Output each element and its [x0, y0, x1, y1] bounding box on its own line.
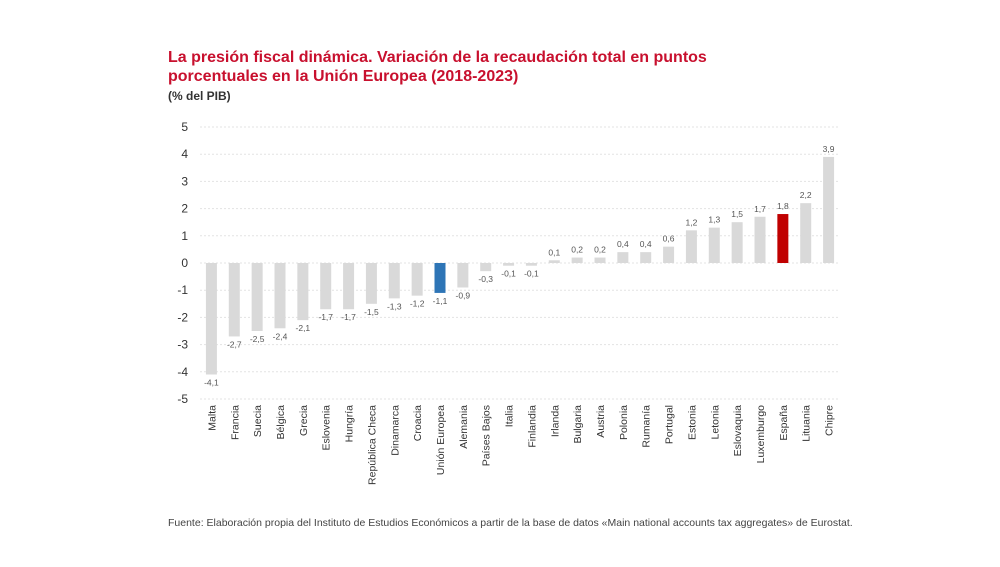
- bar: [685, 230, 697, 263]
- data-label: -1,2: [410, 299, 425, 309]
- bar: [251, 263, 263, 331]
- category-label: Rumanía: [641, 405, 653, 448]
- category-label: Letonia: [709, 405, 721, 440]
- bar: [434, 263, 446, 293]
- bar: [617, 252, 629, 263]
- category-label: Austria: [595, 405, 607, 438]
- data-label: -4,1: [204, 378, 219, 388]
- category-label: Alemania: [458, 405, 470, 449]
- bar: [297, 263, 309, 321]
- data-label: 0,4: [617, 239, 629, 249]
- category-label: Portugal: [664, 405, 676, 444]
- bar: [457, 263, 469, 288]
- category-label: Eslovenia: [321, 405, 333, 451]
- bar: [640, 252, 652, 263]
- category-label: España: [778, 405, 790, 441]
- bar: [800, 203, 812, 263]
- bar: [388, 263, 400, 299]
- data-label: 1,3: [708, 215, 720, 225]
- bar: [777, 214, 789, 263]
- bar: [823, 156, 835, 263]
- category-label: Eslovaquia: [732, 405, 744, 457]
- bar: [365, 263, 377, 304]
- source-note: Fuente: Elaboración propia del Instituto…: [168, 517, 853, 529]
- data-label: -0,3: [478, 274, 493, 284]
- category-label: Bélgica: [275, 405, 287, 440]
- bar: [731, 222, 743, 263]
- data-label: -2,5: [250, 334, 265, 344]
- category-label: Bulgaria: [572, 405, 584, 444]
- category-label: Croacia: [412, 405, 424, 441]
- bar: [571, 257, 583, 263]
- bar: [274, 263, 286, 329]
- category-label: Polonia: [618, 405, 630, 440]
- y-tick-label: 3: [181, 174, 188, 188]
- category-label: Lituania: [801, 405, 813, 442]
- y-tick-label: 2: [181, 202, 188, 216]
- bar: [343, 263, 355, 310]
- data-label: 0,1: [548, 247, 560, 257]
- bar: [480, 263, 492, 272]
- category-label: Dinamarca: [389, 405, 401, 456]
- bar: [525, 263, 537, 266]
- data-label: -2,7: [227, 339, 242, 349]
- data-label: -0,9: [456, 290, 471, 300]
- y-tick-label: -2: [177, 310, 188, 324]
- category-label: República Checa: [366, 405, 378, 485]
- y-axis-unit-label: (% del PIB): [168, 89, 231, 103]
- data-label: -1,7: [318, 312, 333, 322]
- bar: [320, 263, 332, 310]
- bar: [548, 260, 560, 263]
- category-label: Chipre: [824, 405, 836, 436]
- data-label: -0,1: [524, 269, 539, 279]
- bar: [708, 227, 720, 263]
- bar: [503, 263, 515, 266]
- bar: [411, 263, 423, 296]
- y-tick-label: 0: [181, 256, 188, 270]
- data-label: 0,4: [640, 239, 652, 249]
- bar: [228, 263, 240, 337]
- data-label: -2,1: [296, 323, 311, 333]
- bar: [754, 216, 766, 263]
- bar: [205, 263, 217, 375]
- category-label: Finlandia: [526, 405, 538, 448]
- data-label: -1,5: [364, 307, 379, 317]
- data-label: 3,9: [823, 144, 835, 154]
- category-label: Suecia: [252, 405, 264, 437]
- bar: [594, 257, 606, 263]
- data-label: 2,2: [800, 190, 812, 200]
- category-label: Francia: [229, 405, 241, 440]
- chart-title: La presión fiscal dinámica. Variación de…: [168, 49, 707, 85]
- y-tick-label: -1: [177, 283, 188, 297]
- data-label: 1,5: [731, 209, 743, 219]
- data-label: 0,2: [594, 245, 606, 255]
- category-label: Italia: [504, 405, 516, 427]
- data-label: -1,3: [387, 301, 402, 311]
- category-label: Países Bajos: [481, 405, 493, 466]
- data-label: 0,2: [571, 245, 583, 255]
- y-tick-label: 5: [181, 120, 188, 134]
- bar: [663, 246, 675, 263]
- data-label: 1,2: [686, 217, 698, 227]
- y-tick-label: 4: [181, 147, 188, 161]
- y-tick-label: -4: [177, 365, 188, 379]
- y-tick-label: 1: [181, 229, 188, 243]
- data-label: -1,1: [433, 296, 448, 306]
- data-label: 0,6: [663, 234, 675, 244]
- y-tick-label: -5: [177, 392, 188, 406]
- data-label: -0,1: [501, 269, 516, 279]
- data-label: -2,4: [273, 331, 288, 341]
- y-tick-label: -3: [177, 338, 188, 352]
- data-label: -1,7: [341, 312, 356, 322]
- category-label: Malta: [206, 405, 218, 431]
- category-label: Luxemburgo: [755, 405, 767, 464]
- category-label: Estonia: [686, 405, 698, 440]
- category-label: Grecia: [298, 405, 310, 436]
- category-label: Irlanda: [549, 405, 561, 437]
- data-label: 1,7: [754, 204, 766, 214]
- category-label: Hungría: [344, 405, 356, 443]
- category-label: Unión Europea: [435, 405, 447, 475]
- data-label: 1,8: [777, 201, 789, 211]
